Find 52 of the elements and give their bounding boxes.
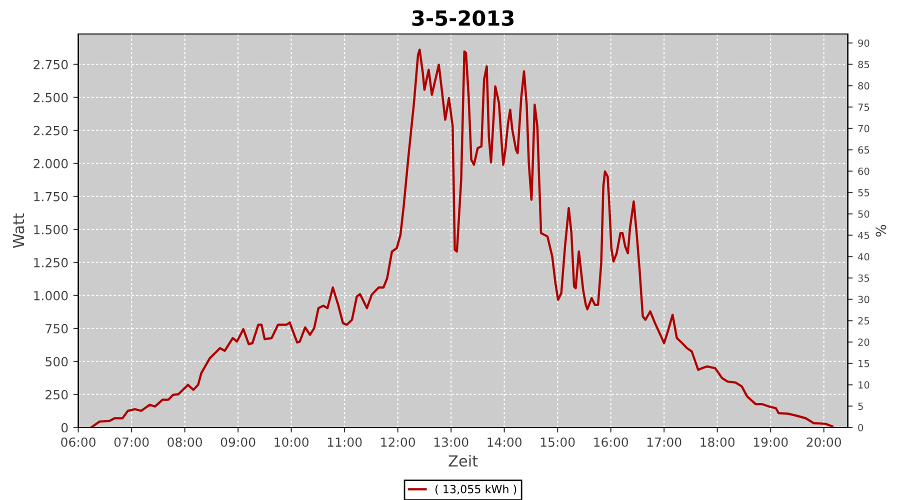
y-tick-label: 1.250 [34,258,68,268]
line-series [90,48,834,428]
x-tick-label: 16:00 [594,437,628,447]
y-tick-label: 500 [46,356,68,366]
y2-tick-label: 5 [858,402,863,410]
y-tick-label: 1.750 [34,192,68,202]
y-tick-label: 2.750 [34,60,68,70]
x-tick-label: 20:00 [806,437,842,447]
y2-tick-label: 35 [858,274,870,282]
y-axis-title: Watt [12,213,24,248]
x-tick-label: 17:00 [647,437,682,447]
y2-tick-label: 85 [858,60,870,68]
y2-tick-label: 50 [858,210,870,218]
x-tick-label: 08:00 [168,437,202,447]
x-tick-label: 19:00 [754,437,788,447]
x-tick-label: 15:00 [540,437,575,447]
y2-tick-label: 25 [858,317,870,325]
y2-tick-label: 45 [858,232,870,240]
y-tick-label: 250 [46,390,68,400]
y-tick-label: 2.000 [34,158,68,168]
y-tick-label: 1.000 [34,290,68,300]
y2-tick-label: 80 [858,82,870,90]
x-tick-label: 07:00 [114,437,149,447]
y2-tick-label: 75 [858,104,870,111]
x-tick-label: 10:00 [274,437,308,447]
legend-label: ( 13,055 kWh ) [435,484,516,495]
y2-axis-title: % [876,224,886,237]
y-tick-label: 2.500 [34,92,68,102]
y2-tick-label: 60 [858,168,870,175]
y2-tick-label: 20 [858,338,870,346]
y-tick-label: 2.250 [34,126,68,136]
y2-tick-label: 15 [858,360,870,368]
x-tick-label: 18:00 [700,437,735,447]
x-tick-label: 14:00 [488,437,522,447]
y2-tick-label: 40 [858,253,870,260]
x-tick-label: 06:00 [61,437,96,447]
x-tick-label: 13:00 [434,437,468,447]
x-tick-label: 11:00 [328,437,362,447]
x-tick-label: 09:00 [220,437,256,447]
x-tick-label: 12:00 [381,437,415,447]
y2-tick-label: 10 [858,381,870,389]
y2-tick-label: 70 [858,124,870,132]
y-tick-label: 1.500 [34,224,68,234]
x-axis-title: Zeit [448,454,478,467]
y-tick-label: 0 [61,422,68,432]
y2-tick-label: 55 [858,189,870,196]
chart-title: 3-5-2013 [412,10,514,26]
y2-tick-label: 90 [858,39,870,47]
y2-tick-label: 0 [858,424,864,432]
y-tick-label: 750 [46,324,68,334]
y2-tick-label: 65 [858,146,870,154]
y2-tick-label: 30 [858,296,870,304]
